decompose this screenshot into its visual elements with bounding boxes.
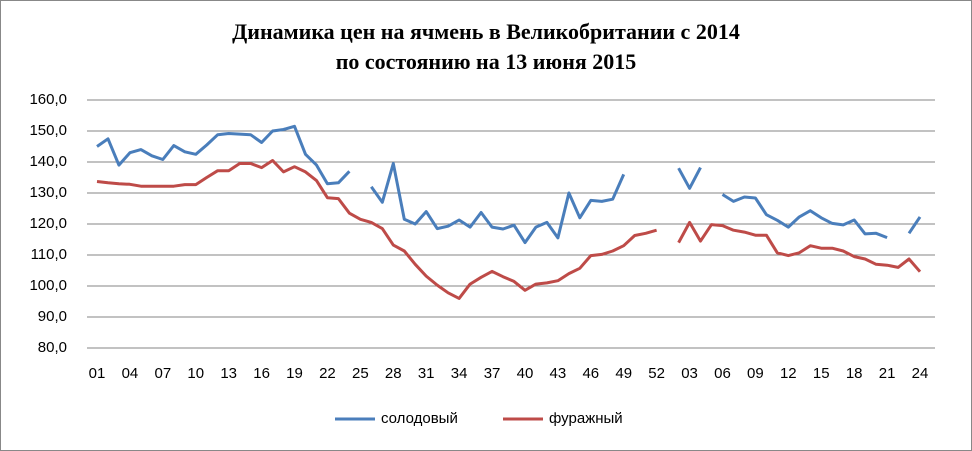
y-tick-label: 160,0 bbox=[29, 91, 67, 108]
x-tick-label: 52 bbox=[648, 365, 665, 382]
y-tick-label: 110,0 bbox=[31, 246, 67, 263]
chart-title: Динамика цен на ячмень в Великобритании … bbox=[232, 19, 740, 44]
x-tick-label: 10 bbox=[187, 365, 204, 382]
x-tick-label: 09 bbox=[747, 365, 764, 382]
x-tick-label: 25 bbox=[352, 365, 369, 382]
y-tick-label: 120,0 bbox=[29, 215, 67, 232]
y-tick-label: 100,0 bbox=[29, 277, 67, 294]
x-tick-label: 24 bbox=[912, 365, 929, 382]
x-tick-label: 28 bbox=[385, 365, 402, 382]
chart-subtitle: по состоянию на 13 июня 2015 bbox=[336, 49, 637, 74]
x-tick-label: 15 bbox=[813, 365, 830, 382]
x-tick-label: 12 bbox=[780, 365, 797, 382]
x-tick-label: 19 bbox=[286, 365, 303, 382]
x-tick-label: 16 bbox=[253, 365, 270, 382]
y-tick-label: 150,0 bbox=[29, 122, 67, 139]
x-tick-label: 31 bbox=[418, 365, 435, 382]
x-tick-label: 49 bbox=[615, 365, 632, 382]
series-line bbox=[96, 159, 922, 300]
y-tick-label: 140,0 bbox=[29, 153, 67, 170]
y-tick-label: 130,0 bbox=[29, 184, 67, 201]
x-tick-label: 46 bbox=[582, 365, 599, 382]
x-tick-label: 04 bbox=[122, 365, 139, 382]
legend-label: солодовый bbox=[381, 410, 458, 427]
x-tick-label: 18 bbox=[846, 365, 863, 382]
x-tick-label: 43 bbox=[550, 365, 567, 382]
x-tick-label: 07 bbox=[154, 365, 171, 382]
x-tick-label: 01 bbox=[89, 365, 106, 382]
x-tick-label: 40 bbox=[517, 365, 534, 382]
x-tick-label: 37 bbox=[484, 365, 501, 382]
series-line bbox=[96, 124, 922, 245]
x-tick-label: 21 bbox=[879, 365, 896, 382]
x-tick-label: 13 bbox=[220, 365, 237, 382]
x-tick-label: 06 bbox=[714, 365, 731, 382]
y-tick-label: 80,0 bbox=[38, 339, 67, 356]
x-tick-label: 34 bbox=[451, 365, 468, 382]
x-tick-label: 22 bbox=[319, 365, 336, 382]
x-tick-label: 03 bbox=[681, 365, 698, 382]
y-tick-label: 90,0 bbox=[38, 308, 67, 325]
legend-label: фуражный bbox=[549, 410, 623, 427]
